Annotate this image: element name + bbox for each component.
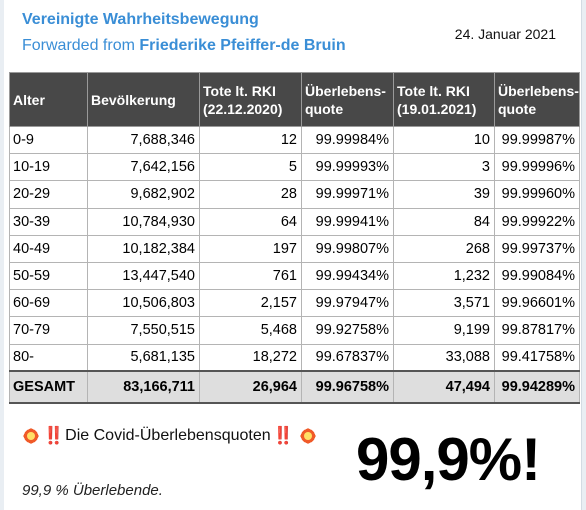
table-row: 30-39 10,784,930 64 99.99941% 84 99.99922% bbox=[9, 207, 580, 236]
cell-deaths-dec: 761 bbox=[199, 261, 302, 291]
cell-deaths-dec: 28 bbox=[199, 180, 302, 209]
cell-deaths-dec: 2,157 bbox=[199, 289, 302, 318]
cell-rate-dec: 99.99971% bbox=[301, 180, 394, 209]
cell-age: 70-79 bbox=[9, 316, 88, 345]
header-rate-dec: Überlebens-quote bbox=[301, 72, 394, 127]
chat-frame-right bbox=[582, 0, 586, 510]
cell-rate-jan: 99.41758% bbox=[494, 343, 580, 372]
cell-deaths-jan: 10 bbox=[393, 125, 495, 155]
scroll-edge bbox=[581, 0, 582, 510]
header-population: Bevölkerung bbox=[87, 72, 200, 127]
cell-deaths-dec: 18,272 bbox=[199, 343, 302, 372]
cell-rate-dec: 99.99941% bbox=[301, 207, 394, 236]
cell-age: 80- bbox=[9, 343, 88, 372]
table-row: 70-79 7,550,515 5,468 99.92758% 9,199 99.8781… bbox=[9, 316, 580, 345]
cell-population: 7,688,346 bbox=[87, 125, 200, 155]
cell-deaths-jan: 39 bbox=[393, 180, 495, 209]
table-row: 20-29 9,682,902 28 99.99971% 39 99.99960% bbox=[9, 180, 580, 209]
table-header-row: Alter Bevölkerung Tote lt. RKI (22.12.202… bbox=[9, 72, 580, 127]
cell-rate-dec: 99.99993% bbox=[301, 153, 394, 182]
cell-deaths-jan: 9,199 bbox=[393, 316, 495, 345]
cell-deaths-jan: 84 bbox=[393, 207, 495, 236]
forwarded-label: Forwarded from bbox=[22, 37, 140, 54]
post-date: 24. Januar 2021 bbox=[454, 26, 556, 42]
table-row: 40-49 10,182,384 197 99.99807% 268 99.99737% bbox=[9, 234, 580, 263]
double-exclamation-icon: ‼️ bbox=[272, 426, 294, 445]
table-row: 50-59 13,447,540 761 99.99434% 1,232 99.99084… bbox=[9, 261, 580, 291]
table-total-row: GESAMT 83,166,711 26,964 99.96758% 47,494 99.… bbox=[9, 370, 580, 404]
survival-table: Alter Bevölkerung Tote lt. RKI (22.12.202… bbox=[9, 72, 580, 404]
cell-deaths-jan: 3,571 bbox=[393, 289, 495, 318]
cell-deaths-jan: 268 bbox=[393, 234, 495, 263]
cell-rate-jan: 99.96601% bbox=[494, 289, 580, 318]
collision-icon bbox=[22, 427, 40, 445]
chat-frame-left bbox=[0, 0, 4, 510]
forwarded-source-link[interactable]: Friederike Pfeiffer-de Bruin bbox=[139, 37, 346, 54]
cell-deaths-dec-total: 26,964 bbox=[199, 370, 302, 404]
cell-age: 10-19 bbox=[9, 153, 88, 182]
cell-rate-dec: 99.99807% bbox=[301, 234, 394, 263]
message-header: Vereinigte Wahrheitsbewegung Forwarded f… bbox=[22, 10, 346, 57]
cell-population: 7,642,156 bbox=[87, 153, 200, 182]
table-row: 10-19 7,642,156 5 99.99993% 3 99.99996% bbox=[9, 153, 580, 182]
cell-rate-dec: 99.99434% bbox=[301, 261, 394, 291]
header-deaths-jan: Tote lt. RKI (19.01.2021) bbox=[393, 72, 495, 127]
cell-rate-jan: 99.99084% bbox=[494, 261, 580, 291]
cell-age: 40-49 bbox=[9, 234, 88, 263]
cell-population: 13,447,540 bbox=[87, 261, 200, 291]
cell-age: 0-9 bbox=[9, 125, 88, 155]
cell-age: 20-29 bbox=[9, 180, 88, 209]
cell-rate-jan: 99.87817% bbox=[494, 316, 580, 345]
table-row: 0-9 7,688,346 12 99.99984% 10 99.99987% bbox=[9, 125, 580, 155]
header-rate-jan: Überlebens-quote bbox=[494, 72, 580, 127]
cell-deaths-dec: 12 bbox=[199, 125, 302, 155]
cell-deaths-dec: 197 bbox=[199, 234, 302, 263]
table-row: 80- 5,681,135 18,272 99.67837% 33,088 99.4175… bbox=[9, 343, 580, 372]
collision-icon bbox=[298, 427, 317, 445]
caption-text: 99,9 % Überlebende. bbox=[22, 482, 163, 499]
cell-population: 10,182,384 bbox=[87, 234, 200, 263]
cell-deaths-dec: 5,468 bbox=[199, 316, 302, 345]
cell-deaths-jan-total: 47,494 bbox=[393, 370, 495, 404]
cell-population: 10,784,930 bbox=[87, 207, 200, 236]
cell-rate-jan: 99.99922% bbox=[494, 207, 580, 236]
cell-rate-jan-total: 99.94289% bbox=[494, 370, 580, 404]
cell-population: 9,682,902 bbox=[87, 180, 200, 209]
cell-rate-dec: 99.99984% bbox=[301, 125, 394, 155]
channel-name[interactable]: Vereinigte Wahrheitsbewegung bbox=[22, 11, 259, 28]
cell-deaths-jan: 3 bbox=[393, 153, 495, 182]
cell-deaths-jan: 33,088 bbox=[393, 343, 495, 372]
cell-age: 30-39 bbox=[9, 207, 88, 236]
cell-deaths-dec: 5 bbox=[199, 153, 302, 182]
header-age: Alter bbox=[9, 72, 88, 127]
cell-rate-jan: 99.99987% bbox=[494, 125, 580, 155]
cell-rate-jan: 99.99960% bbox=[494, 180, 580, 209]
cell-deaths-jan: 1,232 bbox=[393, 261, 495, 291]
cell-rate-dec: 99.67837% bbox=[301, 343, 394, 372]
big-percentage: 99,9%! bbox=[356, 426, 541, 493]
cell-age: 60-69 bbox=[9, 289, 88, 318]
cell-rate-dec: 99.92758% bbox=[301, 316, 394, 345]
double-exclamation-icon: ‼️ bbox=[43, 426, 64, 445]
headline-text: Die Covid-Überlebensquoten bbox=[65, 427, 271, 444]
cell-population: 7,550,515 bbox=[87, 316, 200, 345]
cell-age: 50-59 bbox=[9, 261, 88, 291]
cell-deaths-dec: 64 bbox=[199, 207, 302, 236]
cell-rate-jan: 99.99737% bbox=[494, 234, 580, 263]
message-body: ‼️ Die Covid-Überlebensquoten ‼️ 99,9%! … bbox=[22, 424, 582, 510]
headline: ‼️ Die Covid-Überlebensquoten ‼️ bbox=[22, 426, 319, 446]
header-deaths-dec: Tote lt. RKI (22.12.2020) bbox=[199, 72, 302, 127]
cell-population-total: 83,166,711 bbox=[87, 370, 200, 404]
forwarded-line: Forwarded from Friederike Pfeiffer-de Br… bbox=[22, 35, 346, 57]
survival-table-image[interactable]: Alter Bevölkerung Tote lt. RKI (22.12.202… bbox=[9, 72, 580, 404]
cell-age-total: GESAMT bbox=[9, 370, 88, 404]
cell-rate-jan: 99.99996% bbox=[494, 153, 580, 182]
cell-rate-dec-total: 99.96758% bbox=[301, 370, 394, 404]
cell-population: 10,506,803 bbox=[87, 289, 200, 318]
table-row: 60-69 10,506,803 2,157 99.97947% 3,571 99.966… bbox=[9, 289, 580, 318]
cell-population: 5,681,135 bbox=[87, 343, 200, 372]
cell-rate-dec: 99.97947% bbox=[301, 289, 394, 318]
